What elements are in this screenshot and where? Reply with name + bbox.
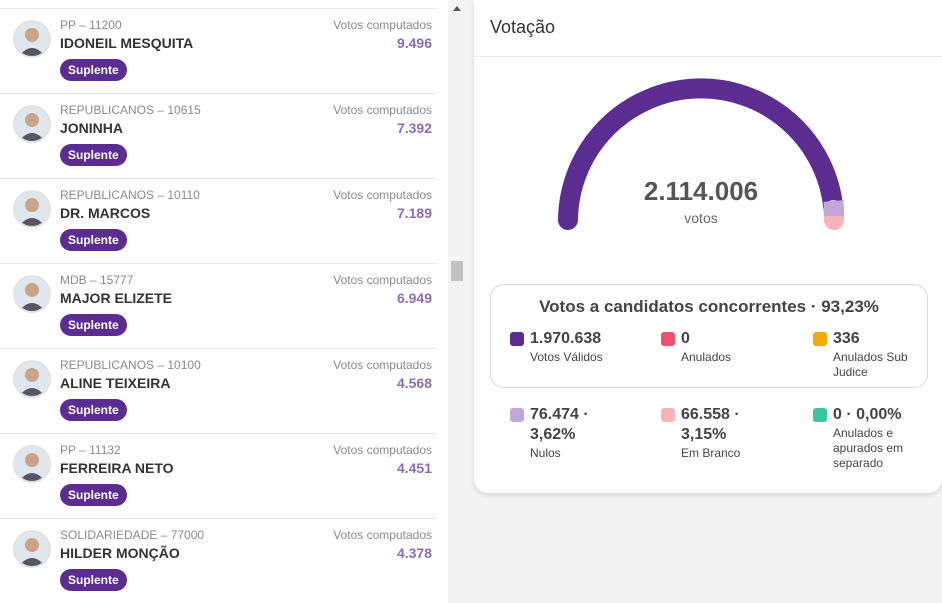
- legend-label: Em Branco: [681, 446, 741, 460]
- candidate-row: PP – 11132 FERREIRA NETO Suplente Votos com…: [0, 433, 436, 518]
- legend-swatch: [661, 408, 675, 422]
- gauge: [558, 78, 845, 230]
- candidate-name: ALINE TEIXEIRA: [60, 375, 171, 391]
- votes-label: Votos computados: [333, 443, 432, 457]
- candidate-name: IDONEIL MESQUITA: [60, 35, 194, 51]
- votes-value: 4.378: [396, 545, 432, 561]
- candidate-photo: [13, 530, 51, 568]
- legend-swatch: [813, 332, 827, 346]
- votes-value: 9.496: [396, 35, 432, 51]
- candidate-list: PP – 11200 IDONEIL MESQUITA Suplente Votos …: [0, 0, 448, 603]
- legend-label: Nulos: [530, 446, 561, 460]
- candidate-photo: [13, 190, 51, 228]
- party-number: PP – 11200: [60, 18, 122, 32]
- legend-value: 336: [833, 330, 860, 347]
- party-number: REPUBLICANOS – 10615: [60, 103, 201, 117]
- candidate-photo: [13, 445, 51, 483]
- candidate-row: REPUBLICANOS – 10110 DR. MARCOS Suplente Vo…: [0, 178, 436, 263]
- legend-item: 336 Anulados Sub Judice: [813, 329, 923, 380]
- status-badge: Suplente: [60, 484, 127, 506]
- candidate-row: REPUBLICANOS – 10100 ALINE TEIXEIRA Suplen…: [0, 348, 436, 433]
- total-unit: votos: [684, 210, 718, 226]
- candidate-photo: [13, 20, 51, 58]
- candidate-row: REPUBLICANOS – 10615 JONINHA Suplente Votos…: [0, 93, 436, 178]
- legend-item: 76.474 · 3,62% Nulos: [510, 405, 605, 461]
- legend-label: Votos Válidos: [530, 350, 603, 364]
- candidate-photo: [13, 105, 51, 143]
- party-number: SOLIDARIEDADE – 77000: [60, 528, 205, 542]
- legend-item: 66.558 · 3,15% Em Branco: [661, 405, 756, 461]
- legend-item: 1.970.638 Votos Válidos: [510, 329, 640, 365]
- candidate-name: JONINHA: [60, 120, 124, 136]
- votes-label: Votos computados: [333, 273, 432, 287]
- legend-label: Anulados Sub Judice: [833, 350, 908, 379]
- legend-swatch: [661, 332, 675, 346]
- status-badge: Suplente: [60, 399, 127, 421]
- legend-value: 0: [681, 330, 690, 347]
- legend-value: 76.474 · 3,62%: [530, 406, 589, 443]
- legend-label: Anulados e apurados em separado: [833, 426, 904, 470]
- status-badge: Suplente: [60, 144, 127, 166]
- legend-swatch: [510, 332, 524, 346]
- party-number: REPUBLICANOS – 10110: [60, 188, 200, 202]
- legend-label: Anulados: [681, 350, 732, 364]
- status-badge: Suplente: [60, 59, 127, 81]
- scrollbar-thumb[interactable]: [451, 261, 463, 281]
- legend-swatch: [510, 408, 524, 422]
- status-badge: Suplente: [60, 229, 127, 251]
- votes-label: Votos computados: [333, 188, 432, 202]
- candidate-name: FERREIRA NETO: [60, 460, 174, 476]
- box-title: Votos a candidatos concorrentes · 93,23%: [539, 297, 879, 316]
- legend-value: 1.970.638: [530, 330, 602, 347]
- votes-value: 6.949: [396, 290, 432, 306]
- votes-label: Votos computados: [333, 528, 432, 542]
- candidate-name: MAJOR ELIZETE: [60, 290, 173, 306]
- legend-value: 0 · 0,00%: [833, 406, 902, 423]
- party-number: MDB – 15777: [60, 273, 134, 287]
- party-number: REPUBLICANOS – 10100: [60, 358, 201, 372]
- candidate-name: HILDER MONÇÃO: [60, 545, 180, 561]
- votes-value: 4.568: [396, 375, 432, 391]
- candidate-row: MDB – 15777 MAJOR ELIZETE Suplente Votos co…: [0, 263, 436, 348]
- candidate-photo: [13, 275, 51, 313]
- party-number: PP – 11132: [60, 443, 121, 457]
- votes-value: 4.451: [396, 460, 432, 476]
- votes-value: 7.189: [396, 205, 432, 221]
- legend-value: 66.558 · 3,15%: [681, 406, 740, 443]
- status-badge: Suplente: [60, 314, 127, 336]
- legend-item: 0 Anulados: [661, 329, 771, 365]
- votes-value: 7.392: [396, 120, 432, 136]
- total-votes: 2.114.006: [643, 176, 759, 206]
- scroll-up-arrow[interactable]: [452, 4, 462, 12]
- status-badge: Suplente: [60, 569, 127, 591]
- votes-label: Votos computados: [333, 358, 432, 372]
- candidate-photo: [13, 360, 51, 398]
- summary-box: Votos a candidatos concorrentes · 93,23%…: [490, 284, 928, 388]
- candidate-row: PP – 11200 IDONEIL MESQUITA Suplente Votos …: [0, 8, 436, 93]
- votes-label: Votos computados: [333, 103, 432, 117]
- legend-swatch: [813, 408, 827, 422]
- votes-label: Votos computados: [333, 18, 432, 32]
- voting-card: Votação 2.114.006 votos Votos a candidat…: [474, 0, 942, 493]
- legend-item: 0 · 0,00% Anulados e apurados em separado: [813, 405, 908, 471]
- divider: [474, 56, 942, 57]
- card-title: Votação: [490, 17, 556, 37]
- candidate-name: DR. MARCOS: [60, 205, 151, 221]
- candidate-row: SOLIDARIEDADE – 77000 HILDER MONÇÃO Suplen…: [0, 518, 436, 603]
